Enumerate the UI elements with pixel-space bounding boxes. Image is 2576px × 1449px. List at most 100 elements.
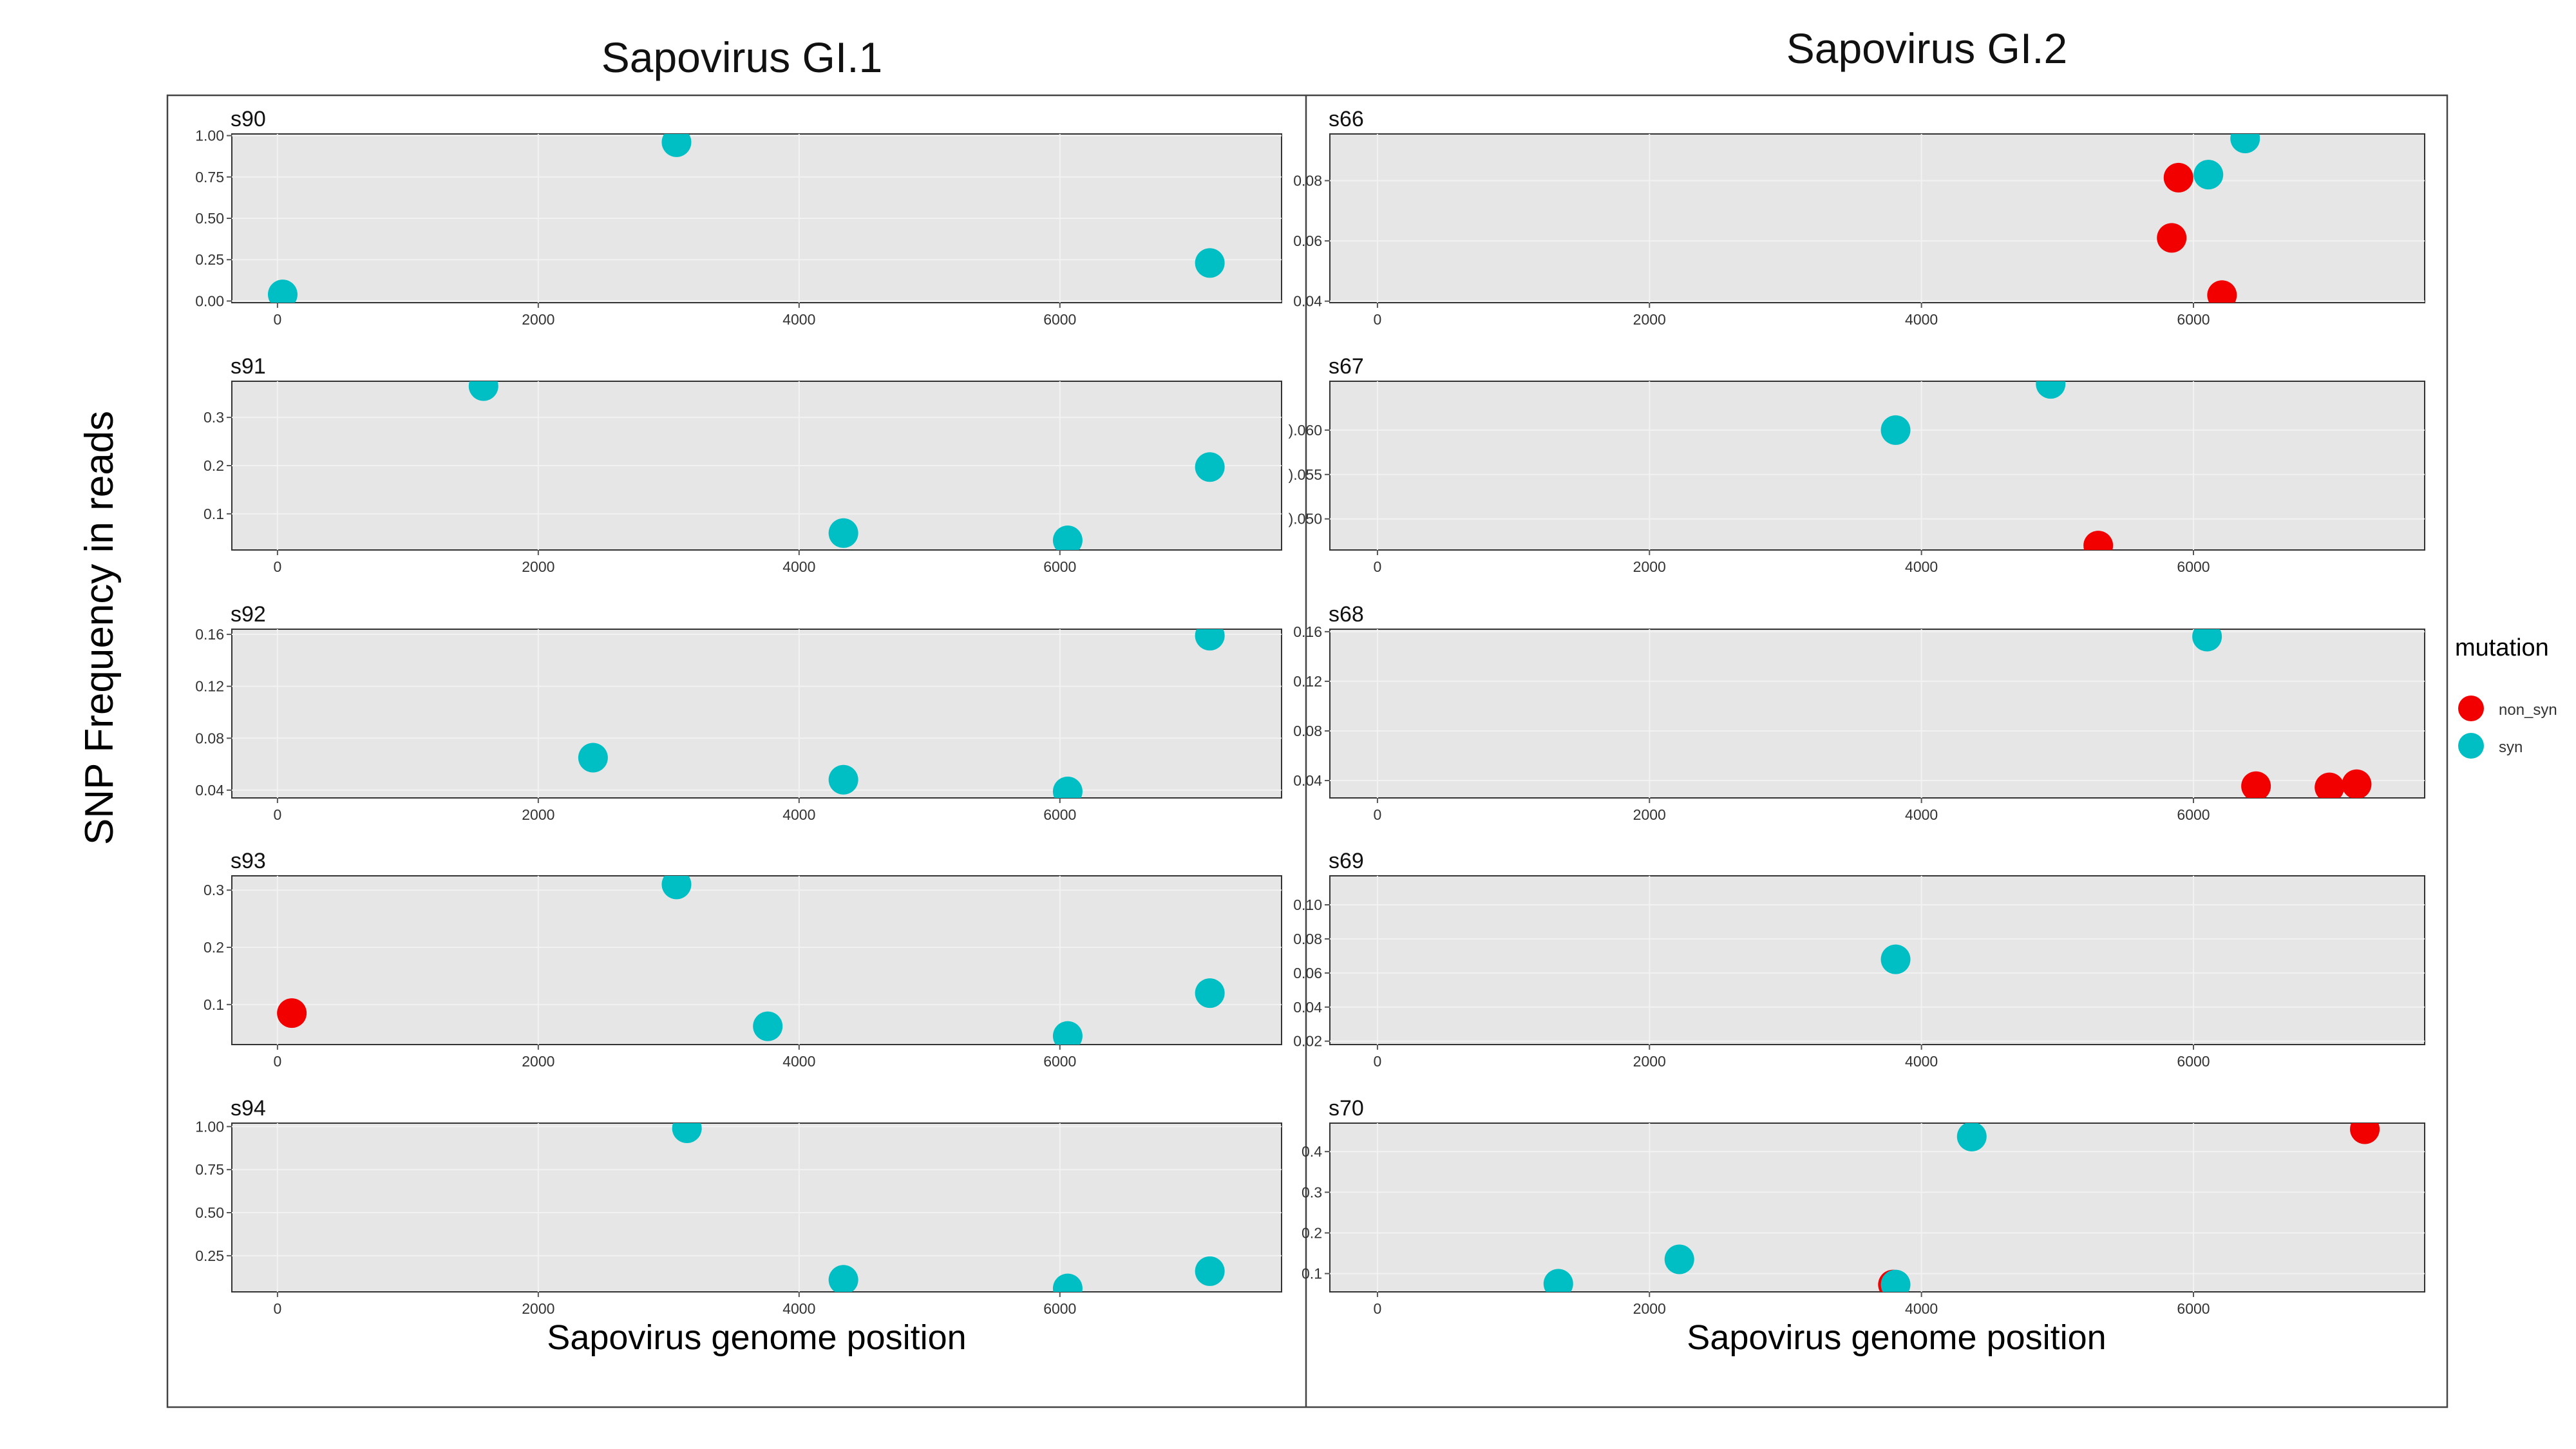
- legend-swatch-non-syn: [2458, 696, 2484, 721]
- panel-title: s94: [231, 1096, 266, 1121]
- data-point-syn: [1543, 1269, 1573, 1292]
- x-tick-label: 6000: [2177, 1053, 2210, 1070]
- x-tick-label: 0: [273, 311, 281, 328]
- y-tick-label: 0.2: [204, 457, 224, 474]
- x-tick-label: 6000: [1043, 558, 1076, 575]
- x-tick-label: 2000: [1633, 806, 1666, 823]
- points: [1543, 1123, 2380, 1292]
- data-point-syn: [1195, 978, 1225, 1009]
- panel-title: s68: [1329, 602, 1364, 627]
- x-tick-label: 4000: [1905, 1053, 1938, 1070]
- y-tick-label: 0.08: [1293, 723, 1322, 739]
- x-tick-label: 4000: [782, 311, 815, 328]
- points: [578, 629, 1225, 798]
- y-tick-label: 0.3: [1302, 1184, 1322, 1200]
- y-tick-label: 0.75: [195, 1161, 224, 1178]
- y-tick-label: 0.06: [1293, 232, 1322, 249]
- y-tick-label: 0.04: [1293, 293, 1322, 310]
- x-tick-label: 4000: [1905, 311, 1938, 328]
- y-tick-label: 1.00: [195, 128, 224, 144]
- y-tick-label: 0.04: [1293, 999, 1322, 1016]
- data-point-syn: [1880, 1269, 1911, 1292]
- points: [2157, 134, 2260, 303]
- x-tick-label: 6000: [2177, 558, 2210, 575]
- data-point-syn: [672, 1123, 702, 1144]
- y-tick-label: 0.00: [195, 292, 224, 309]
- y-tick-label: 0.50: [195, 1204, 224, 1221]
- data-point-syn: [1880, 944, 1911, 974]
- x-tick-label: 2000: [522, 1300, 554, 1317]
- data-point-syn: [1195, 452, 1225, 482]
- x-tick-label: 2000: [522, 311, 554, 328]
- panel-title: s93: [231, 849, 266, 873]
- y-tick-label: 0.3: [204, 882, 224, 898]
- x-tick-label: 2000: [522, 1053, 554, 1070]
- points: [2192, 629, 2372, 798]
- x-tick-label: 6000: [1043, 806, 1076, 823]
- y-tick-label: 0.25: [195, 251, 224, 268]
- data-point-non-syn: [2163, 162, 2193, 193]
- y-tick-label: 0.12: [1293, 673, 1322, 690]
- y-tick-label: 0.02: [1293, 1033, 1322, 1050]
- x-tick-label: 0: [1374, 1300, 1382, 1317]
- y-axis-label: SNP Frequency in reads: [77, 411, 122, 845]
- data-point-syn: [828, 1265, 858, 1292]
- panel-s70: s70 0 2000 4000 6000 0.1 0.2 0.3 0.4: [1302, 1096, 2425, 1317]
- x-tick-label: 6000: [1043, 311, 1076, 328]
- right-column-title: Sapovirus GI.2: [1786, 24, 2068, 72]
- data-point-syn: [1664, 1244, 1694, 1274]
- data-point-syn: [2036, 381, 2066, 399]
- data-point-syn: [1195, 1256, 1225, 1286]
- panel-s69: s69 0 2000 4000 6000 0.02 0.04 0.06 0.08 0.10: [1293, 849, 2425, 1070]
- panel-background: [1329, 133, 2425, 303]
- x-tick-label: 6000: [2177, 806, 2210, 823]
- data-point-non-syn: [2315, 772, 2345, 798]
- panel-background: [231, 629, 1282, 799]
- y-tick-label: 0.08: [1293, 931, 1322, 947]
- panel-s91: s91 0 2000 4000 6000 0.1 0.2 0.3: [204, 354, 1282, 575]
- data-point-non-syn: [277, 998, 307, 1028]
- y-tick-label: 0.04: [195, 782, 224, 799]
- x-tick-label: 0: [273, 1300, 281, 1317]
- x-axis-label-right: Sapovirus genome position: [1687, 1318, 2106, 1357]
- data-point-non-syn: [2083, 531, 2114, 550]
- panel-title: s70: [1329, 1096, 1364, 1121]
- y-tick-label: 0.25: [195, 1247, 224, 1264]
- data-point-non-syn: [2342, 769, 2372, 798]
- panel-title: s90: [231, 107, 266, 131]
- y-tick-label: 0.2: [204, 939, 224, 956]
- figure-frame: [166, 94, 2448, 1408]
- y-tick-label: 0.1: [1302, 1265, 1322, 1282]
- x-tick-label: 2000: [1633, 1300, 1666, 1317]
- data-point-syn: [1052, 776, 1083, 798]
- y-tick-label: ).050: [1289, 511, 1322, 527]
- data-point-syn: [1052, 1273, 1083, 1292]
- data-point-syn: [1195, 248, 1225, 278]
- y-tick-label: 0.50: [195, 210, 224, 227]
- y-tick-label: 0.3: [204, 409, 224, 426]
- data-point-syn: [2193, 160, 2224, 190]
- data-point-syn: [753, 1011, 783, 1041]
- panel-background: [231, 1122, 1282, 1293]
- y-tick-label: 0.10: [1293, 896, 1322, 913]
- x-tick-label: 2000: [522, 806, 554, 823]
- x-tick-label: 6000: [2177, 311, 2210, 328]
- x-tick-label: 4000: [782, 558, 815, 575]
- x-axis-label-left: Sapovirus genome position: [547, 1318, 966, 1357]
- points: [672, 1123, 1225, 1292]
- x-tick-label: 0: [1374, 1053, 1382, 1070]
- left-column-title: Sapovirus GI.1: [601, 33, 883, 81]
- panel-s66: s66 0 2000 4000 6000 0.04 0.06 0.08: [1293, 107, 2425, 328]
- x-tick-label: 2000: [1633, 558, 1666, 575]
- y-tick-label: 0.12: [195, 678, 224, 695]
- panel-title: s67: [1329, 354, 1364, 379]
- x-tick-label: 2000: [522, 558, 554, 575]
- panel-background: [1329, 875, 2425, 1045]
- legend: mutation non_syn syn: [2455, 634, 2557, 759]
- points: [267, 134, 1225, 303]
- y-tick-label: 0.4: [1302, 1143, 1322, 1160]
- panel-title: s92: [231, 602, 266, 627]
- x-tick-label: 2000: [1633, 311, 1666, 328]
- legend-title: mutation: [2455, 634, 2549, 661]
